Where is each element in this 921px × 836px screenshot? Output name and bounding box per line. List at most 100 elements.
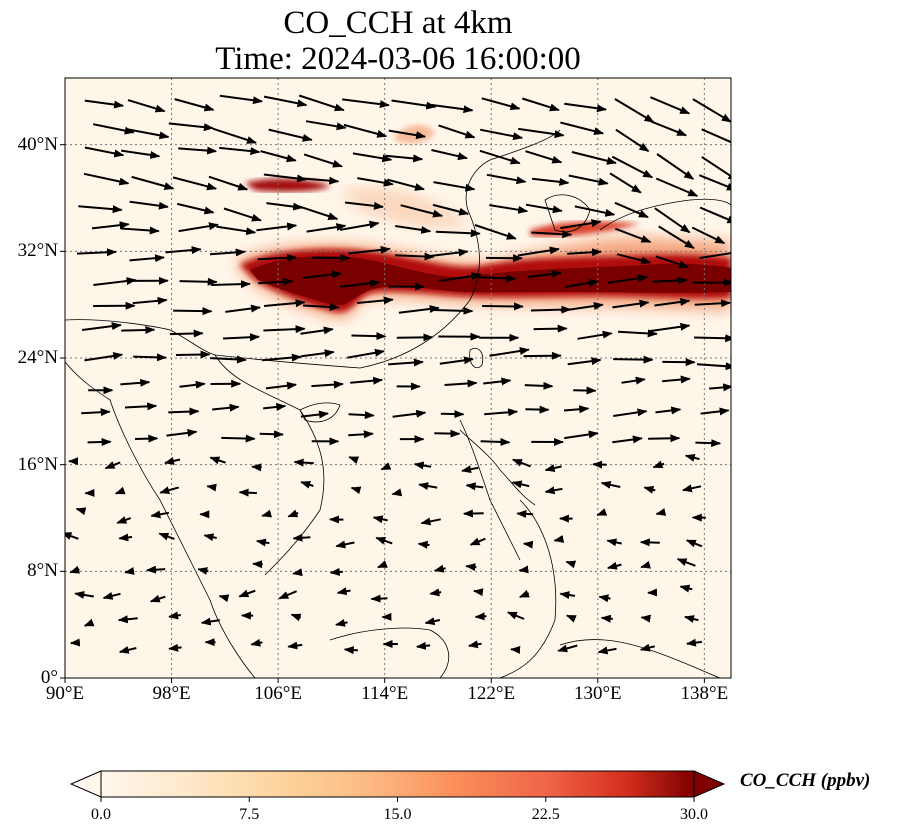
wind-arrow: [303, 153, 343, 168]
wind-arrow: [522, 540, 534, 549]
colorbar-over-triangle: [693, 770, 726, 798]
colorbar-tick-label: 22.5: [531, 806, 560, 823]
wind-arrow: [616, 253, 652, 265]
wind-arrow: [613, 355, 654, 364]
wind-arrow: [117, 615, 138, 624]
wind-arrow: [694, 334, 731, 343]
wind-arrow: [518, 565, 529, 574]
wind-arrow: [116, 516, 132, 524]
wind-arrow: [479, 149, 521, 165]
wind-arrow: [261, 353, 302, 362]
wind-arrow: [656, 153, 695, 180]
wind-arrow: [510, 645, 521, 654]
wind-arrow: [84, 352, 124, 362]
wind-arrow: [563, 405, 590, 414]
wind-arrow: [91, 221, 130, 230]
wind-arrow: [681, 484, 702, 493]
wind-arrow: [567, 248, 602, 257]
wind-arrow: [700, 407, 730, 416]
wind-arrow: [654, 207, 691, 234]
wind-arrow: [439, 356, 474, 365]
colorbar-gradient: [100, 770, 695, 798]
wind-arrow: [311, 380, 344, 389]
wind-arrow: [127, 128, 170, 140]
wind-arrow: [612, 299, 650, 309]
wind-arrow: [306, 223, 347, 233]
wind-arrow: [300, 481, 314, 489]
wind-arrow: [559, 591, 576, 600]
wind-arrow: [609, 172, 642, 194]
wind-arrow: [662, 375, 691, 384]
wind-arrow: [104, 461, 121, 470]
wind-arrow: [175, 350, 211, 359]
wind-arrow: [210, 355, 247, 364]
wind-arrow: [301, 349, 335, 358]
colorbar-under-triangle: [69, 770, 102, 798]
wind-arrow: [544, 464, 562, 472]
lon-tick-label: 114°E: [361, 683, 409, 704]
wind-arrow: [388, 358, 424, 367]
wind-arrow: [621, 376, 646, 385]
wind-arrow: [218, 594, 230, 603]
wind-arrow: [391, 99, 437, 110]
wind-arrow: [385, 154, 424, 163]
wind-arrow: [486, 173, 527, 185]
wind-arrow: [484, 408, 519, 417]
wind-arrow: [302, 270, 343, 279]
wind-arrow: [692, 98, 731, 123]
wind-arrow: [518, 589, 530, 598]
wind-arrow: [429, 248, 469, 257]
colorbar-tick-label: 30.0: [680, 806, 708, 823]
wind-arrow: [695, 439, 722, 448]
wind-arrow: [465, 563, 477, 572]
wind-arrow: [600, 614, 613, 623]
wind-arrow: [577, 330, 613, 340]
wind-arrow: [357, 296, 394, 305]
wind-arrow: [533, 324, 568, 333]
colorbar-tick-label: 0.0: [91, 806, 111, 823]
wind-arrow: [686, 638, 703, 647]
wind-arrow: [268, 128, 313, 142]
wind-arrow: [178, 146, 218, 155]
wind-arrow: [339, 279, 381, 288]
wind-arrow: [179, 277, 218, 286]
wind-arrow: [223, 207, 262, 222]
wind-arrow: [348, 456, 360, 464]
wind-arrow: [525, 203, 563, 214]
wind-arrow: [440, 410, 465, 419]
wind-arrow: [300, 410, 329, 419]
wind-arrow: [344, 201, 384, 210]
wind-arrow: [391, 488, 403, 497]
coastlines: [65, 129, 731, 678]
wind-arrow: [69, 565, 81, 574]
wind-arrow: [263, 95, 308, 108]
wind-arrow: [467, 640, 482, 649]
wind-arrow: [473, 588, 484, 597]
wind-arrow: [120, 226, 160, 235]
lon-tick-label: 138°E: [680, 683, 729, 704]
wind-arrow: [461, 465, 479, 474]
wind-arrow: [392, 409, 427, 418]
wind-arrow: [329, 567, 343, 576]
wind-arrow: [420, 517, 441, 526]
wind-arrow: [438, 124, 476, 139]
lat-tick-label: 0°: [40, 667, 58, 688]
wind-arrow: [74, 590, 94, 599]
wind-arrow: [339, 220, 380, 231]
wind-arrow: [527, 269, 562, 279]
wind-arrow: [600, 480, 621, 489]
wind-arrow: [168, 122, 214, 132]
wind-arrow: [413, 461, 432, 470]
wind-arrow: [173, 307, 213, 316]
wind-arrow: [336, 587, 351, 596]
wind-arrow: [691, 226, 726, 245]
wind-arrow: [676, 558, 696, 567]
wind-arrow: [114, 486, 126, 495]
wind-arrow: [523, 351, 562, 360]
title-line2: Time: 2024-03-06 16:00:00: [215, 41, 581, 77]
wind-arrow: [166, 428, 198, 437]
lat-tick-label: 16°N: [17, 453, 58, 475]
lon-tick-label: 122°E: [467, 683, 516, 704]
wind-arrow: [219, 94, 263, 105]
wind-arrow: [209, 248, 246, 257]
